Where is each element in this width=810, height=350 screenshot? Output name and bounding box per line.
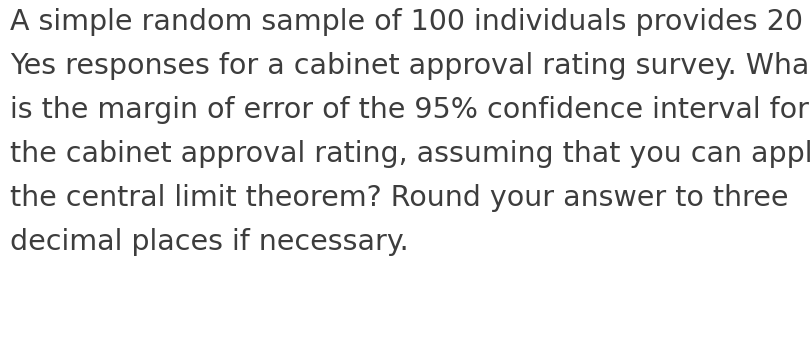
- Text: A simple random sample of 100 individuals provides 20: A simple random sample of 100 individual…: [10, 8, 803, 36]
- Text: Yes responses for a cabinet approval rating survey. What: Yes responses for a cabinet approval rat…: [10, 52, 810, 80]
- Text: the cabinet approval rating, assuming that you can apply: the cabinet approval rating, assuming th…: [10, 140, 810, 168]
- Text: the central limit theorem? Round your answer to three: the central limit theorem? Round your an…: [10, 184, 788, 212]
- Text: decimal places if necessary.: decimal places if necessary.: [10, 228, 409, 256]
- Text: is the margin of error of the 95% confidence interval for: is the margin of error of the 95% confid…: [10, 96, 809, 124]
